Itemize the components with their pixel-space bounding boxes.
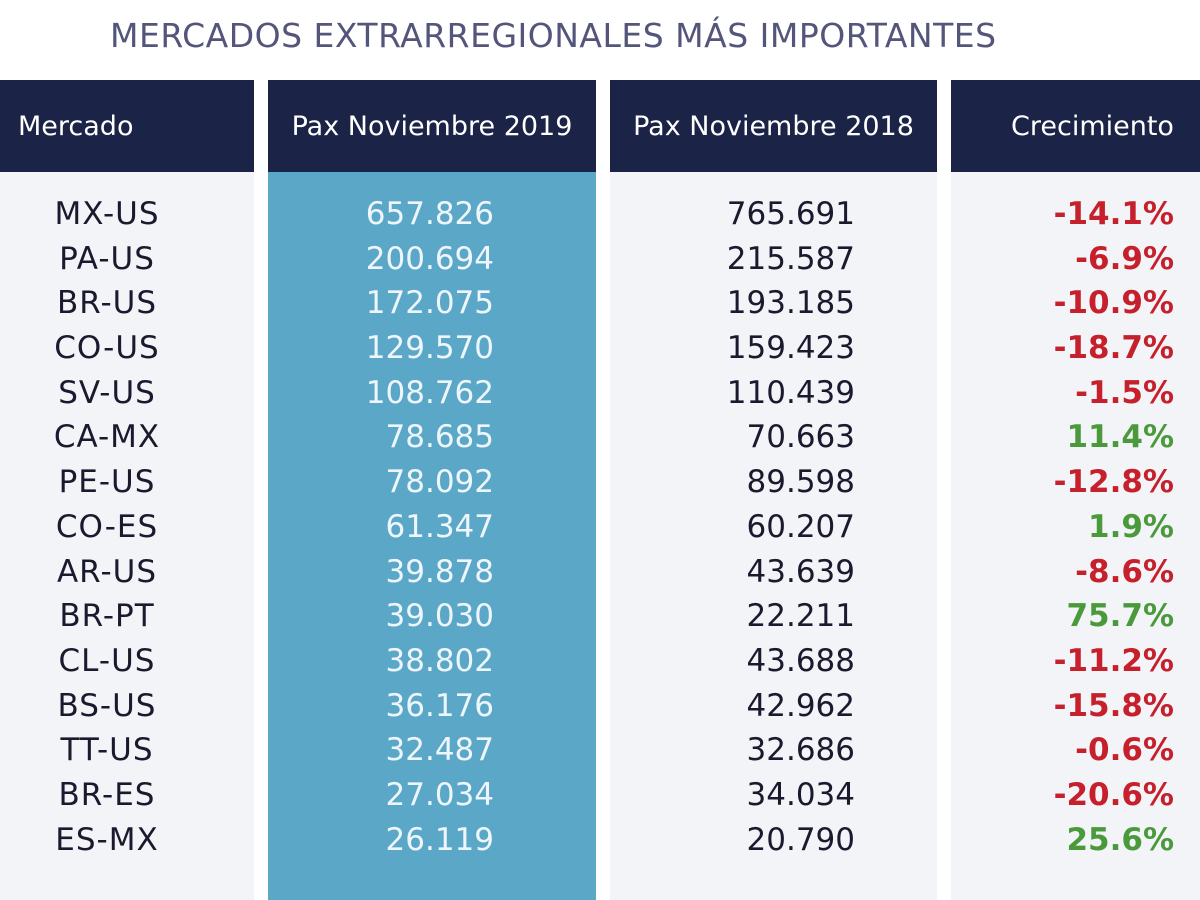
cell-pax-2018: 43.688 bbox=[746, 642, 855, 679]
cell-mercado: CA-MX bbox=[53, 419, 161, 456]
cell-crecimiento: 1.9% bbox=[1088, 508, 1174, 545]
cell-pax-2018: 159.423 bbox=[726, 330, 855, 367]
column-crecimiento: Crecimiento -14.1% -6.9% -10.9% -18.7% -1.5%… bbox=[951, 80, 1200, 900]
cell-crecimiento: 11.4% bbox=[1066, 419, 1174, 456]
cell-crecimiento: -8.6% bbox=[1075, 553, 1174, 590]
cell-pax-2018: 215.587 bbox=[726, 240, 855, 277]
cell-pax-2019: 78.092 bbox=[385, 464, 494, 501]
cell-crecimiento: -18.7% bbox=[1053, 330, 1174, 367]
cell-crecimiento: 75.7% bbox=[1066, 598, 1174, 635]
column-background bbox=[0, 172, 254, 900]
cell-pax-2018: 20.790 bbox=[746, 821, 855, 858]
cell-pax-2018: 22.211 bbox=[746, 598, 855, 635]
cell-mercado: SV-US bbox=[58, 374, 156, 411]
cell-pax-2019: 61.347 bbox=[385, 508, 494, 545]
cell-pax-2019: 78.685 bbox=[385, 419, 494, 456]
cell-mercado: BR-US bbox=[56, 285, 158, 322]
column-background bbox=[951, 172, 1200, 900]
cell-crecimiento: -14.1% bbox=[1053, 196, 1174, 232]
column-cells: 657.826 200.694 172.075 129.570 108.762 78.68… bbox=[268, 192, 596, 862]
cell-pax-2019: 36.176 bbox=[385, 687, 494, 724]
cell-mercado: TT-US bbox=[60, 732, 154, 769]
cell-pax-2018: 34.034 bbox=[746, 776, 855, 813]
cell-pax-2019: 26.119 bbox=[385, 821, 494, 858]
cell-pax-2019: 108.762 bbox=[365, 374, 494, 411]
header-pax-2018: Pax Noviembre 2018 bbox=[610, 80, 937, 172]
cell-mercado: PE-US bbox=[58, 464, 156, 501]
column-pax-2018: Pax Noviembre 2018 765.691 215.587 193.185… bbox=[610, 80, 937, 900]
cell-pax-2018: 765.691 bbox=[726, 196, 855, 232]
cell-crecimiento: 25.6% bbox=[1066, 821, 1174, 858]
cell-mercado: MX-US bbox=[54, 196, 160, 232]
cell-crecimiento: -10.9% bbox=[1053, 285, 1174, 322]
column-pax-2019: Pax Noviembre 2019 657.826 200.694 172.075… bbox=[268, 80, 596, 900]
column-cells: 765.691 215.587 193.185 159.423 110.439 70.66… bbox=[610, 192, 937, 862]
cell-pax-2018: 60.207 bbox=[746, 508, 855, 545]
cell-crecimiento: -11.2% bbox=[1053, 642, 1174, 679]
cell-pax-2018: 32.686 bbox=[746, 732, 855, 769]
cell-mercado: CO-US bbox=[54, 330, 160, 367]
cell-mercado: ES-MX bbox=[55, 821, 159, 858]
cell-pax-2018: 110.439 bbox=[726, 374, 855, 411]
column-background bbox=[268, 172, 596, 900]
cell-pax-2019: 38.802 bbox=[385, 642, 494, 679]
cell-pax-2018: 42.962 bbox=[746, 687, 855, 724]
header-pax-2019: Pax Noviembre 2019 bbox=[268, 80, 596, 172]
cell-mercado: CO-ES bbox=[55, 508, 159, 545]
cell-mercado: BS-US bbox=[57, 687, 157, 724]
cell-mercado: BR-ES bbox=[58, 776, 156, 813]
column-mercado: Mercado MX-US PA-US BR-US CO-US SV-US CA-MX PE… bbox=[0, 80, 254, 900]
cell-mercado: BR-PT bbox=[59, 598, 155, 635]
cell-pax-2018: 89.598 bbox=[746, 464, 855, 501]
cell-crecimiento: -1.5% bbox=[1075, 374, 1174, 411]
column-background bbox=[610, 172, 937, 900]
cell-crecimiento: -15.8% bbox=[1053, 687, 1174, 724]
cell-pax-2019: 200.694 bbox=[365, 240, 494, 277]
cell-pax-2018: 43.639 bbox=[746, 553, 855, 590]
column-cells: MX-US PA-US BR-US CO-US SV-US CA-MX PE-US CO-ES… bbox=[0, 192, 254, 862]
cell-mercado: CL-US bbox=[58, 642, 156, 679]
cell-pax-2019: 657.826 bbox=[365, 196, 494, 232]
header-mercado: Mercado bbox=[0, 80, 254, 172]
header-crecimiento: Crecimiento bbox=[951, 80, 1200, 172]
page-title: MERCADOS EXTRARREGIONALES MÁS IMPORTANTE… bbox=[110, 16, 997, 55]
cell-crecimiento: -12.8% bbox=[1053, 464, 1174, 501]
cell-pax-2018: 70.663 bbox=[746, 419, 855, 456]
cell-pax-2019: 39.878 bbox=[385, 553, 494, 590]
cell-pax-2019: 27.034 bbox=[385, 776, 494, 813]
cell-crecimiento: -20.6% bbox=[1053, 776, 1174, 813]
cell-mercado: AR-US bbox=[56, 553, 158, 590]
cell-pax-2019: 39.030 bbox=[385, 598, 494, 635]
cell-crecimiento: -6.9% bbox=[1075, 240, 1174, 277]
cell-mercado: PA-US bbox=[59, 240, 155, 277]
column-cells: -14.1% -6.9% -10.9% -18.7% -1.5% 11.4% -12.8% 1… bbox=[951, 192, 1200, 862]
cell-pax-2019: 129.570 bbox=[365, 330, 494, 367]
cell-pax-2019: 172.075 bbox=[365, 285, 494, 322]
cell-crecimiento: -0.6% bbox=[1075, 732, 1174, 769]
cell-pax-2019: 32.487 bbox=[385, 732, 494, 769]
cell-pax-2018: 193.185 bbox=[726, 285, 855, 322]
